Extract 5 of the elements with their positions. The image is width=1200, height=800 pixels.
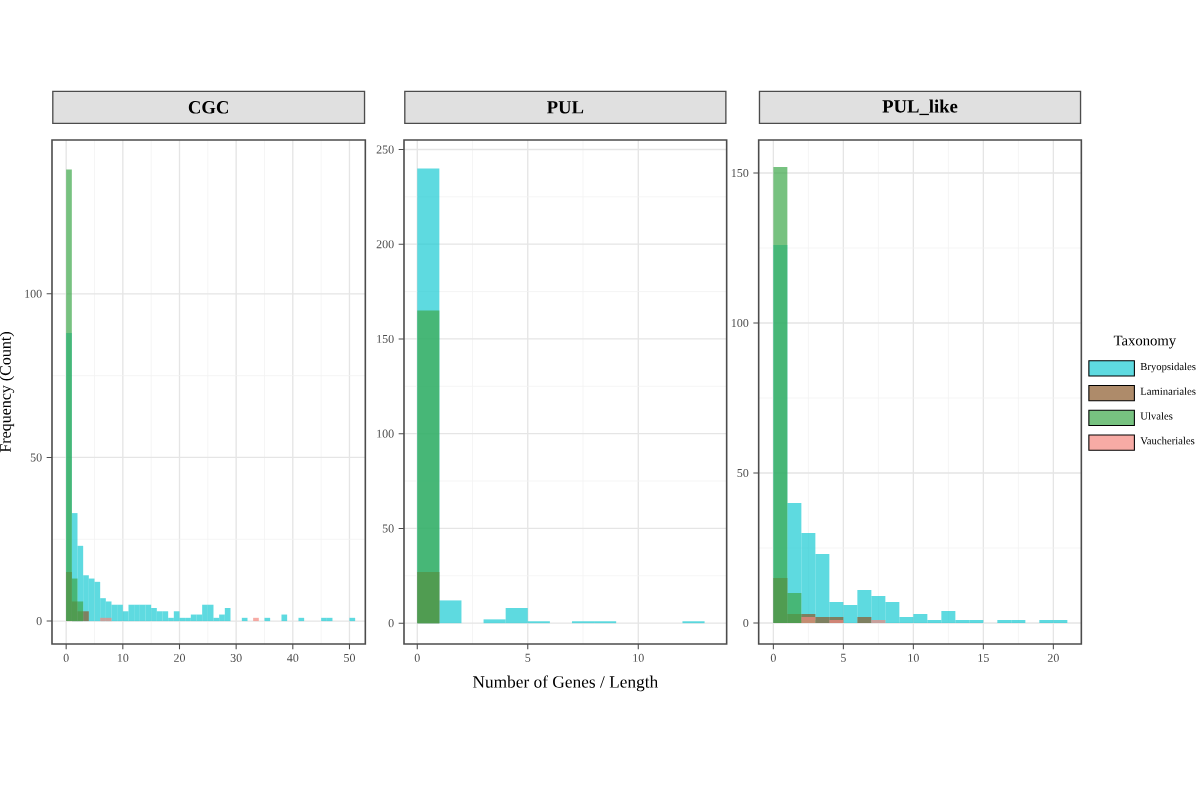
- x-axis-title: Number of Genes / Length: [472, 675, 659, 692]
- chart-title: PUL_like: [882, 99, 958, 116]
- chart-title: PUL: [547, 101, 584, 114]
- y-axis-title: Frequency (Count): [0, 332, 15, 453]
- chart-title: CGC: [188, 101, 228, 114]
